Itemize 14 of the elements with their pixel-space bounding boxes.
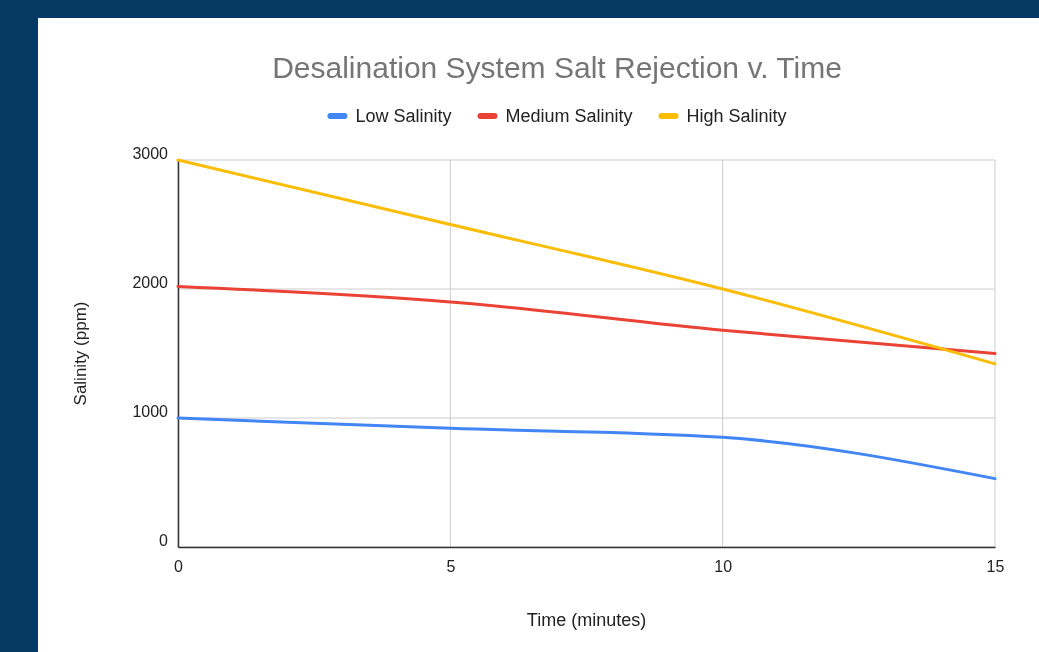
legend-label: Low Salinity [355,106,452,126]
chart-title: Desalination System Salt Rejection v. Time [272,51,842,84]
y-tick-label: 1000 [132,402,169,420]
legend-label: High Salinity [686,106,787,126]
y-tick-label: 0 [159,531,169,549]
x-tick-label: 15 [986,558,1005,576]
x-tick-label: 5 [446,558,456,576]
y-axis-title: Salinity (ppm) [71,301,90,406]
y-tick-label: 3000 [132,144,169,162]
x-axis-title: Time (minutes) [526,610,647,630]
y-tick-label: 2000 [132,273,169,291]
x-tick-label: 0 [174,558,184,576]
x-tick-label: 10 [714,558,733,576]
legend-label: Medium Salinity [505,106,633,126]
